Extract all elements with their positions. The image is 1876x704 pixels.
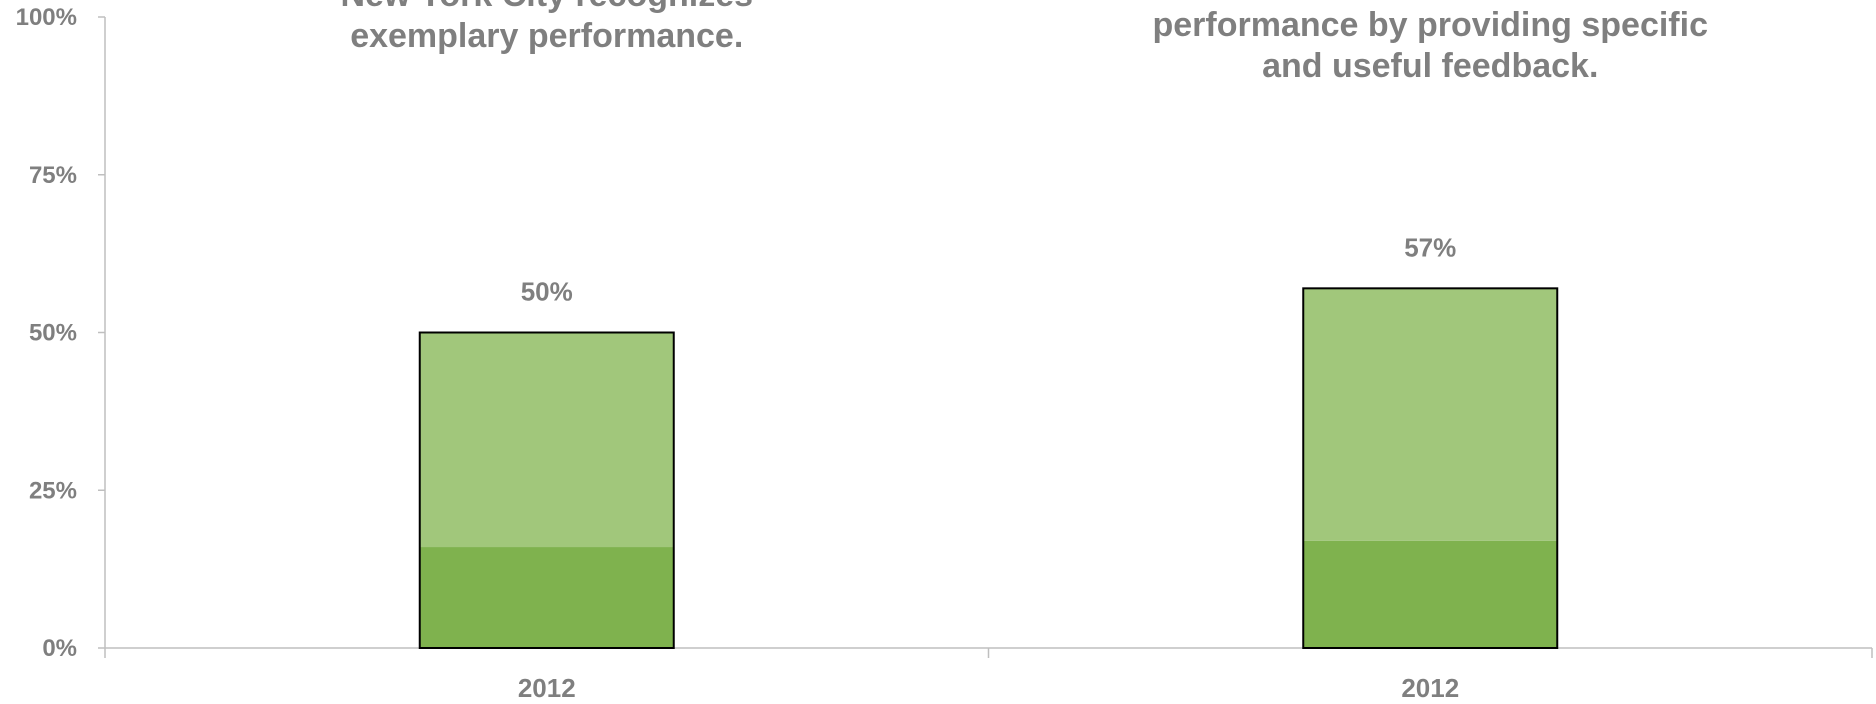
y-tick-label: 25% [29, 477, 77, 504]
y-tick-label: 0% [42, 635, 77, 662]
panel-title-line: performance by providing specific [1153, 6, 1708, 44]
bar-total-label: 57% [1404, 232, 1456, 262]
bar-segment [419, 332, 674, 548]
data-labels: 50% 57% [521, 232, 1457, 306]
bar-segment [1303, 288, 1558, 541]
bar-total-label: 50% [521, 277, 573, 307]
x-axis: 2012 2012 [104, 647, 1873, 703]
bar-outline [418, 331, 675, 649]
panel-title-line: exemplary performance. [350, 17, 743, 55]
y-axis: 0% 25% 50% 75% 100% [16, 4, 106, 662]
x-category-label: 2012 [518, 673, 576, 703]
y-tick-label: 100% [16, 4, 77, 31]
panel-titles: New York City recognizes exemplary perfor… [340, 0, 1708, 85]
bars [418, 287, 1559, 649]
y-tick-label: 50% [29, 320, 77, 347]
bar-outline [1302, 287, 1559, 649]
panel-title-line: and useful feedback. [1262, 47, 1598, 85]
panel-title-line: New York City recognizes [340, 0, 753, 14]
x-category-label: 2012 [1401, 673, 1459, 703]
bar-segment [419, 547, 674, 648]
y-tick-label: 75% [29, 162, 77, 189]
bar-segment [1303, 540, 1558, 648]
